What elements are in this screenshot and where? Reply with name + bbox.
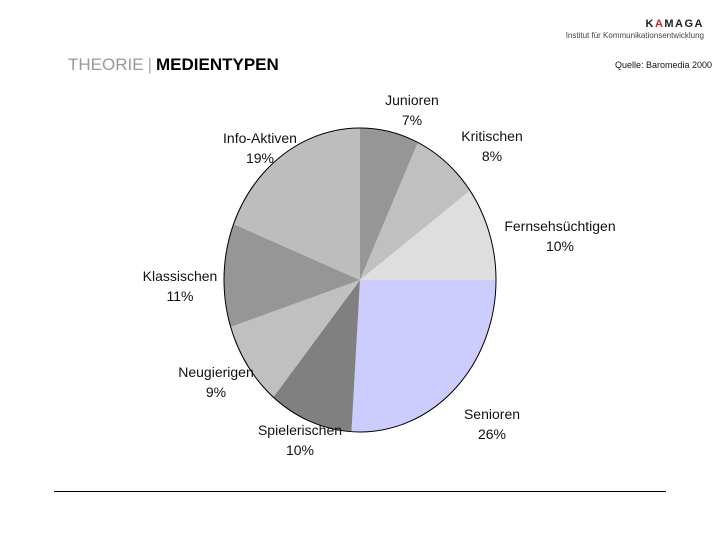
slice-category: Junioren — [385, 92, 439, 108]
slice-label: Fernsehsüchtigen 10% — [500, 216, 620, 256]
slice-label: Kritischen 8% — [432, 126, 552, 166]
slice-percent: 8% — [481, 148, 503, 164]
pie-outline — [223, 127, 497, 433]
slice-percent: 9% — [205, 384, 227, 400]
pie-slice-info-aktiven — [233, 128, 360, 280]
footer-divider — [54, 491, 666, 492]
logo-name: KAMAGA — [645, 18, 704, 30]
slice-percent: 26% — [477, 426, 507, 442]
title-separator: | — [147, 55, 152, 74]
slice-category: Fernsehsüchtigen — [504, 218, 616, 234]
slice-percent: 10% — [545, 238, 575, 254]
slice-label: Info-Aktiven 19% — [200, 128, 320, 168]
slice-percent: 7% — [401, 112, 423, 128]
pie-slice-junioren — [360, 128, 418, 280]
logo-subtitle: Institut für Kommunikationsentwicklung — [565, 31, 704, 40]
pie-slice-spielerischen — [273, 280, 360, 432]
pie-slice-kritischen — [360, 142, 471, 280]
source-note: Quelle: Baromedia 2000 — [614, 60, 712, 70]
slice-label: Junioren 7% — [352, 90, 472, 130]
slice-label: Spielerischen 10% — [240, 420, 360, 460]
page-title: THEORIE | MEDIENTYPEN — [68, 55, 279, 75]
slice-category: Spielerischen — [257, 422, 343, 438]
slice-category: Neugierigen — [178, 364, 254, 380]
slice-label: Klassischen 11% — [120, 266, 240, 306]
slice-category: Kritischen — [461, 128, 523, 144]
slice-label: Neugierigen 9% — [156, 362, 276, 402]
pie-slice-senioren — [351, 280, 496, 432]
kamaga-logo: KAMAGA Institut für Kommunikationsentwic… — [566, 18, 704, 40]
title-section: THEORIE — [68, 55, 144, 74]
title-topic: MEDIENTYPEN — [155, 55, 279, 74]
slice-category: Klassischen — [142, 268, 218, 284]
slice-percent: 19% — [245, 150, 275, 166]
slice-label: Senioren 26% — [432, 404, 552, 444]
slice-percent: 11% — [166, 288, 194, 304]
slice-category: Info-Aktiven — [223, 130, 297, 146]
pie-slice-neugierigen — [230, 280, 360, 398]
pie-slice-klassischen — [224, 224, 360, 327]
slice-percent: 10% — [285, 442, 315, 458]
slice-category: Senioren — [463, 406, 521, 422]
pie-slice-fernsehsüchtigen — [360, 190, 496, 280]
